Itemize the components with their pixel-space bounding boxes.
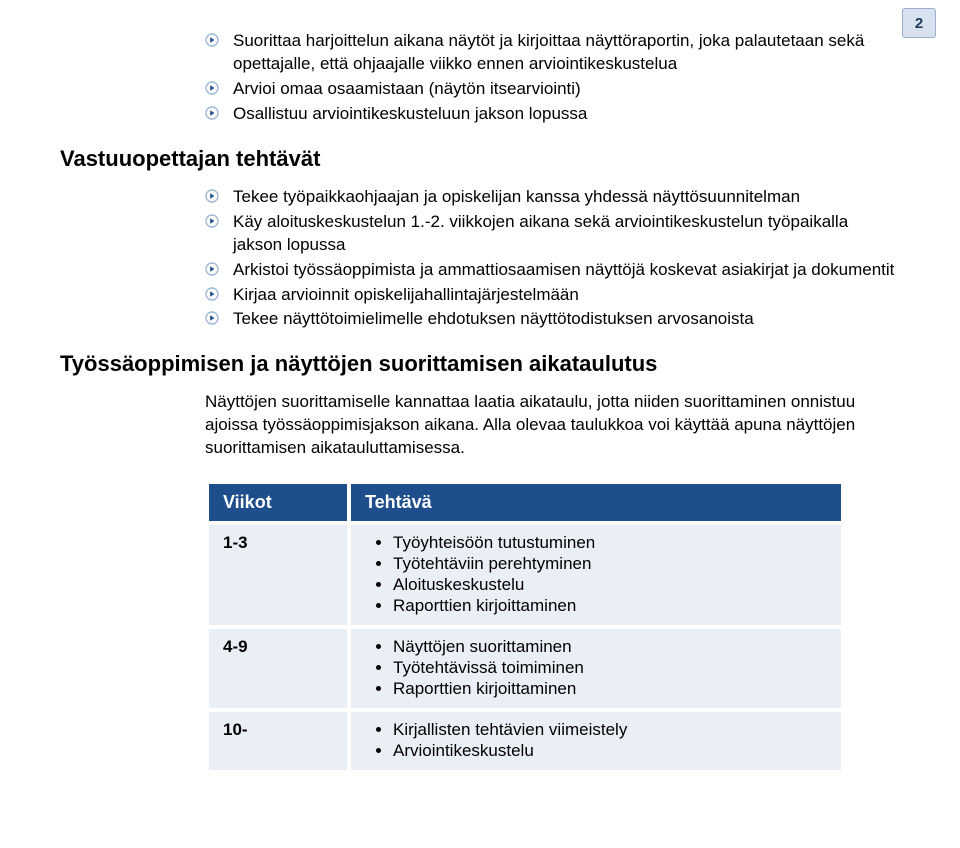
task-list: Työyhteisöön tutustuminenTyötehtäviin pe… bbox=[365, 533, 827, 616]
page-container: 2 Suorittaa harjoittelun aikana näytöt j… bbox=[0, 0, 960, 794]
play-bullet-icon bbox=[205, 311, 219, 325]
table-cell-tasks: Kirjallisten tehtävien viimeistelyArvioi… bbox=[351, 712, 841, 770]
list-item-text: Käy aloituskeskustelun 1.-2. viikkojen a… bbox=[233, 212, 848, 254]
list-item: Osallistuu arviointikeskusteluun jakson … bbox=[205, 103, 900, 126]
play-bullet-icon bbox=[205, 262, 219, 276]
list-item: Tekee työpaikkaohjaajan ja opiskelijan k… bbox=[205, 186, 900, 209]
table-cell-weeks: 4-9 bbox=[209, 629, 347, 708]
table-cell-tasks: Näyttöjen suorittaminenTyötehtävissä toi… bbox=[351, 629, 841, 708]
list-item: Käy aloituskeskustelun 1.-2. viikkojen a… bbox=[205, 211, 900, 257]
task-item: Työyhteisöön tutustuminen bbox=[393, 533, 827, 553]
section1-heading: Vastuuopettajan tehtävät bbox=[60, 146, 900, 172]
page-number-badge: 2 bbox=[902, 8, 936, 38]
page-number: 2 bbox=[915, 15, 923, 32]
table-header-task: Tehtävä bbox=[351, 484, 841, 521]
task-item: Näyttöjen suorittaminen bbox=[393, 637, 827, 657]
task-item: Työtehtäviin perehtyminen bbox=[393, 554, 827, 574]
task-item: Kirjallisten tehtävien viimeistely bbox=[393, 720, 827, 740]
play-bullet-icon bbox=[205, 81, 219, 95]
list-item: Suorittaa harjoittelun aikana näytöt ja … bbox=[205, 30, 900, 76]
schedule-table: Viikot Tehtävä 1-3Työyhteisöön tutustumi… bbox=[205, 480, 845, 774]
table-cell-tasks: Työyhteisöön tutustuminenTyötehtäviin pe… bbox=[351, 525, 841, 625]
task-list: Kirjallisten tehtävien viimeistelyArvioi… bbox=[365, 720, 827, 761]
list-item-text: Tekee työpaikkaohjaajan ja opiskelijan k… bbox=[233, 187, 800, 206]
list-item-text: Kirjaa arvioinnit opiskelijahallintajärj… bbox=[233, 285, 579, 304]
play-bullet-icon bbox=[205, 106, 219, 120]
table-cell-weeks: 1-3 bbox=[209, 525, 347, 625]
table-row: 4-9 Näyttöjen suorittaminenTyötehtävissä … bbox=[209, 629, 841, 708]
table-cell-weeks: 10- bbox=[209, 712, 347, 770]
list-item-text: Tekee näyttötoimielimelle ehdotuksen näy… bbox=[233, 309, 754, 328]
list-item: Arvioi omaa osaamistaan (näytön itsearvi… bbox=[205, 78, 900, 101]
section2-heading: Työssäoppimisen ja näyttöjen suorittamis… bbox=[60, 351, 900, 377]
play-bullet-icon bbox=[205, 189, 219, 203]
task-item: Raporttien kirjoittaminen bbox=[393, 679, 827, 699]
task-list: Näyttöjen suorittaminenTyötehtävissä toi… bbox=[365, 637, 827, 699]
play-bullet-icon bbox=[205, 33, 219, 47]
table-header-weeks: Viikot bbox=[209, 484, 347, 521]
play-bullet-icon bbox=[205, 214, 219, 228]
section1-bullet-list: Tekee työpaikkaohjaajan ja opiskelijan k… bbox=[205, 186, 900, 332]
list-item-text: Arkistoi työssäoppimista ja ammattiosaam… bbox=[233, 260, 894, 279]
task-item: Raporttien kirjoittaminen bbox=[393, 596, 827, 616]
list-item: Tekee näyttötoimielimelle ehdotuksen näy… bbox=[205, 308, 900, 331]
schedule-table-body: 1-3Työyhteisöön tutustuminenTyötehtäviin… bbox=[209, 525, 841, 770]
table-row: 10- Kirjallisten tehtävien viimeistelyArv… bbox=[209, 712, 841, 770]
list-item-text: Suorittaa harjoittelun aikana näytöt ja … bbox=[233, 31, 864, 73]
table-row: 1-3Työyhteisöön tutustuminenTyötehtäviin… bbox=[209, 525, 841, 625]
list-item-text: Arvioi omaa osaamistaan (näytön itsearvi… bbox=[233, 79, 581, 98]
task-item: Työtehtävissä toimiminen bbox=[393, 658, 827, 678]
task-item: Arviointikeskustelu bbox=[393, 741, 827, 761]
list-item: Arkistoi työssäoppimista ja ammattiosaam… bbox=[205, 259, 900, 282]
section2-paragraph: Näyttöjen suorittamiselle kannattaa laat… bbox=[205, 391, 900, 460]
list-item-text: Osallistuu arviointikeskusteluun jakson … bbox=[233, 104, 587, 123]
task-item: Aloituskeskustelu bbox=[393, 575, 827, 595]
intro-bullet-list: Suorittaa harjoittelun aikana näytöt ja … bbox=[205, 30, 900, 126]
play-bullet-icon bbox=[205, 287, 219, 301]
list-item: Kirjaa arvioinnit opiskelijahallintajärj… bbox=[205, 284, 900, 307]
